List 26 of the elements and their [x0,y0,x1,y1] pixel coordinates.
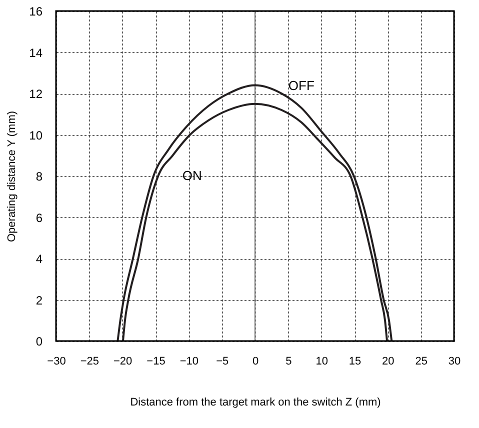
x-tick-label: 25 [415,356,428,368]
y-tick-label: 0 [36,334,43,348]
y-tick-label: 12 [29,87,43,101]
x-tick-label: 20 [382,356,394,368]
y-tick-label: 8 [36,170,43,184]
x-tick-label: −15 [146,356,166,368]
y-tick-label: 16 [29,4,43,18]
y-tick-label: 10 [29,128,43,142]
x-tick-label: −20 [113,356,132,368]
x-tick-label: 0 [252,356,259,368]
x-tick-label: 10 [316,356,328,368]
x-tick-label: 5 [286,356,292,368]
x-tick-label: −5 [216,356,229,368]
x-tick-label: −30 [47,356,66,368]
y-tick-label: 4 [36,252,43,266]
series-label: OFF [288,78,314,93]
x-tick-label: −10 [180,356,199,368]
series-label: ON [182,168,202,183]
y-tick-label: 6 [36,210,43,225]
x-tick-label: 30 [448,356,461,368]
x-tick-label: −25 [80,356,100,368]
y-axis-title: Operating distance Y (mm) [6,110,18,242]
y-tick-label: 2 [36,293,43,308]
x-axis-title: Distance from the target mark on the switch Z (mm) [130,396,381,408]
y-tick-label: 14 [29,46,43,60]
x-tick-label: 15 [348,356,362,368]
